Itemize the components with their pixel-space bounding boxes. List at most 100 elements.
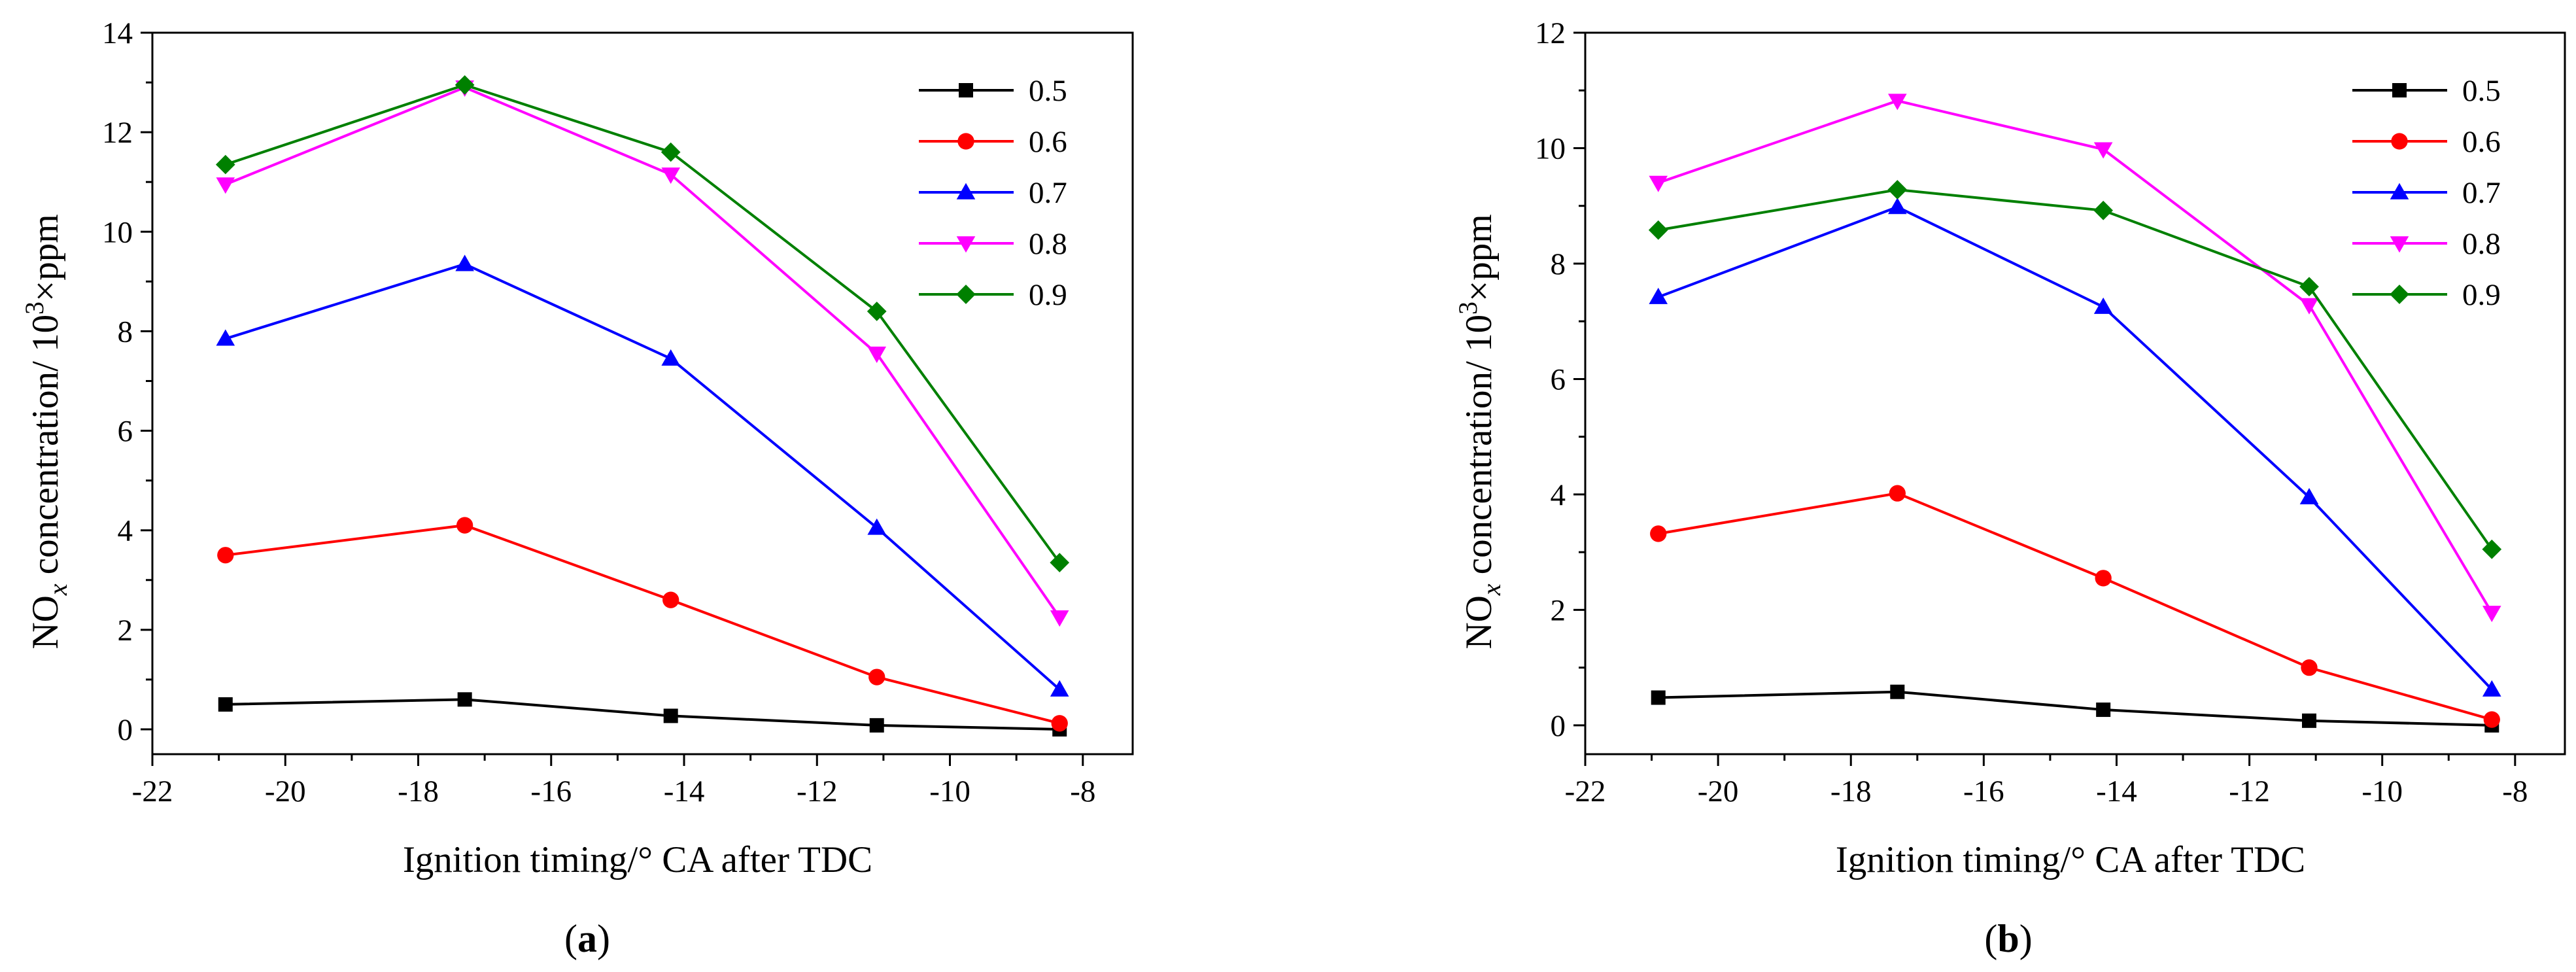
legend-b: 0.5 0.6 0.7 0.8 0.9 [2352, 74, 2501, 312]
data-point-0.9 [2093, 200, 2114, 220]
data-point-0.8 [2482, 606, 2501, 623]
y-tick-label: 0 [1551, 709, 1566, 743]
data-point-0.5 [457, 692, 472, 707]
data-point-0.5 [1651, 690, 1666, 705]
data-point-0.5 [2096, 703, 2111, 718]
x-tick-label: -16 [530, 774, 572, 808]
data-point-0.8 [867, 346, 887, 363]
series-line-0.9 [225, 83, 1061, 564]
legend-marker-0.8 [2390, 236, 2409, 253]
series-line-0.6 [225, 524, 1060, 725]
x-tick-label: -20 [1698, 774, 1739, 808]
y-tick-label: 2 [1551, 593, 1566, 627]
legend-label-0.8: 0.8 [1029, 227, 1067, 261]
x-tick-label: -14 [2096, 774, 2137, 808]
series-line-0.8 [225, 86, 1061, 618]
y-axis-title-b: NOx concentration/ 103×ppm [1453, 214, 1506, 649]
x-axis-title-a: Ignition timing/° CA after TDC [403, 839, 872, 880]
data-point-0.7 [1649, 287, 1668, 304]
data-point-0.6 [2483, 711, 2500, 728]
legend-label-0.9: 0.9 [2462, 278, 2501, 312]
legend-marker-0.6 [2391, 133, 2408, 150]
x-axis-title-b: Ignition timing/° CA after TDC [1836, 839, 2305, 880]
caption-b: (b) [1984, 917, 2032, 960]
y-tick-label: 4 [118, 514, 133, 548]
y-axis-title-a: NOx concentration/ 103×ppm [20, 214, 73, 649]
x-tick-label: -8 [1070, 774, 1095, 808]
data-point-0.6 [217, 547, 234, 564]
data-point-0.9 [867, 302, 887, 321]
y-tick-label: 6 [1551, 362, 1566, 396]
x-tick-label: -8 [2502, 774, 2528, 808]
data-point-0.7 [2482, 680, 2501, 697]
data-point-0.6 [2095, 570, 2112, 587]
x-tick-label: -10 [929, 774, 970, 808]
data-point-0.7 [455, 254, 474, 271]
y-tick-label: 4 [1551, 478, 1566, 512]
legend-marker-0.5 [959, 83, 973, 97]
plot-frame-a [151, 31, 1134, 755]
data-point-0.7 [867, 518, 887, 535]
y-tick-label: 6 [118, 415, 133, 449]
y-tick-label: 2 [118, 614, 133, 648]
data-point-0.7 [216, 329, 235, 346]
data-point-0.9 [1887, 180, 1908, 200]
y-tick-label: 12 [102, 116, 133, 150]
data-point-0.6 [662, 591, 679, 608]
legend-marker-0.9 [956, 285, 976, 304]
data-point-0.7 [1888, 198, 1907, 215]
data-point-0.9 [661, 142, 681, 162]
legend-label-0.6: 0.6 [1029, 125, 1067, 159]
data-point-0.5 [663, 708, 678, 723]
data-point-0.7 [2299, 488, 2319, 505]
data-point-0.6 [1650, 525, 1667, 542]
legend-label-0.9: 0.9 [1029, 278, 1067, 312]
y-tick-label: 10 [102, 215, 133, 249]
data-point-0.8 [1649, 175, 1668, 192]
data-point-0.9 [2299, 277, 2319, 297]
data-point-0.6 [1051, 715, 1068, 732]
data-point-0.9 [1648, 220, 1668, 240]
data-point-0.6 [1889, 485, 1906, 502]
y-tick-label: 10 [1535, 131, 1566, 165]
data-point-0.7 [1050, 680, 1069, 697]
data-point-0.5 [1890, 684, 1905, 699]
legend-label-0.6: 0.6 [2462, 125, 2501, 159]
series-line-0.8 [1658, 99, 2494, 614]
data-point-0.7 [661, 349, 680, 366]
x-tick-label: -12 [2229, 774, 2270, 808]
data-point-0.8 [1050, 610, 1069, 627]
legend-a: 0.5 0.6 0.7 0.8 0.9 [919, 74, 1067, 312]
data-point-0.6 [2301, 659, 2318, 676]
series-line-0.6 [1658, 492, 2492, 721]
y-tick-label: 14 [102, 16, 133, 50]
data-point-0.7 [2093, 297, 2113, 314]
x-tick-label: -10 [2361, 774, 2403, 808]
data-point-0.6 [456, 517, 473, 534]
data-point-0.6 [868, 668, 885, 686]
x-tick-label: -22 [1565, 774, 1606, 808]
plot-frame-b [1584, 31, 2566, 755]
y-tick-label: 8 [1551, 247, 1566, 281]
data-point-0.8 [216, 177, 235, 194]
plot-area-a: -22 -20 -18 -16 -14 -12 -10 -8 0 2 4 6 8 10 12 14 [102, 16, 1134, 808]
y-tick-label: 0 [118, 713, 133, 747]
legend-marker-0.8 [956, 236, 976, 253]
series-line-0.5 [1658, 690, 2492, 727]
legend-marker-0.7 [956, 182, 976, 200]
legend-marker-0.6 [957, 133, 974, 150]
legend-label-0.5: 0.5 [1029, 74, 1067, 108]
legend-marker-0.7 [2390, 182, 2409, 200]
y-tick-label: 12 [1535, 16, 1566, 50]
data-point-0.9 [215, 154, 235, 175]
x-tick-label: -22 [132, 774, 173, 808]
y-tick-label: 8 [118, 315, 133, 349]
x-tick-label: -18 [1830, 774, 1872, 808]
plot-area-b: -22 -20 -18 -16 -14 -12 -10 -8 0 2 4 6 8 10 12 [1535, 16, 2566, 808]
legend-marker-0.5 [2392, 83, 2407, 97]
data-point-0.8 [661, 167, 680, 184]
x-tick-label: -16 [1963, 774, 2004, 808]
legend-label-0.7: 0.7 [1029, 176, 1067, 210]
series-line-0.5 [225, 698, 1060, 731]
